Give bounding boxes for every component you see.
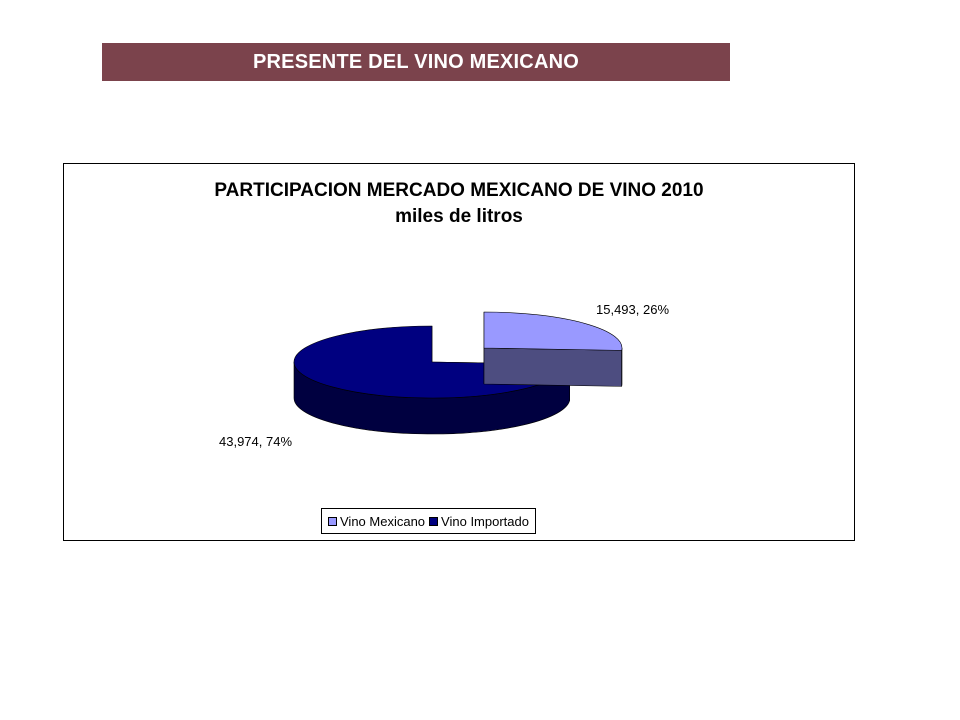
page-title-banner: PRESENTE DEL VINO MEXICANO bbox=[102, 43, 730, 81]
legend-item-vino-mexicano: Vino Mexicano bbox=[328, 514, 425, 529]
data-label-vino-importado: 43,974, 74% bbox=[219, 434, 292, 449]
pie-chart: PARTICIPACION MERCADO MEXICANO DE VINO 2… bbox=[63, 163, 855, 541]
pie-slice-vino-mexicano bbox=[483, 311, 623, 351]
legend-swatch-vino-mexicano bbox=[328, 516, 337, 526]
chart-legend: Vino Mexicano Vino Importado bbox=[321, 508, 536, 534]
legend-label-vino-importado: Vino Importado bbox=[441, 513, 529, 529]
page-title: PRESENTE DEL VINO MEXICANO bbox=[253, 50, 579, 73]
chart-subtitle: miles de litros bbox=[395, 206, 523, 227]
chart-title: PARTICIPACION MERCADO MEXICANO DE VINO 2… bbox=[214, 180, 704, 201]
legend-label-vino-mexicano: Vino Mexicano bbox=[340, 513, 426, 529]
legend-swatch-vino-importado bbox=[429, 516, 439, 526]
data-label-vino-mexicano: 15,493, 26% bbox=[596, 302, 669, 317]
legend-item-vino-importado: Vino Importado bbox=[429, 514, 529, 529]
chart-title-block: PARTICIPACION MERCADO MEXICANO DE VINO 2… bbox=[64, 178, 854, 230]
pie-side-wall-vino-mexicano-1 bbox=[483, 347, 622, 387]
pie-plot-area: 15,493, 26% 43,974, 74% bbox=[219, 302, 669, 449]
